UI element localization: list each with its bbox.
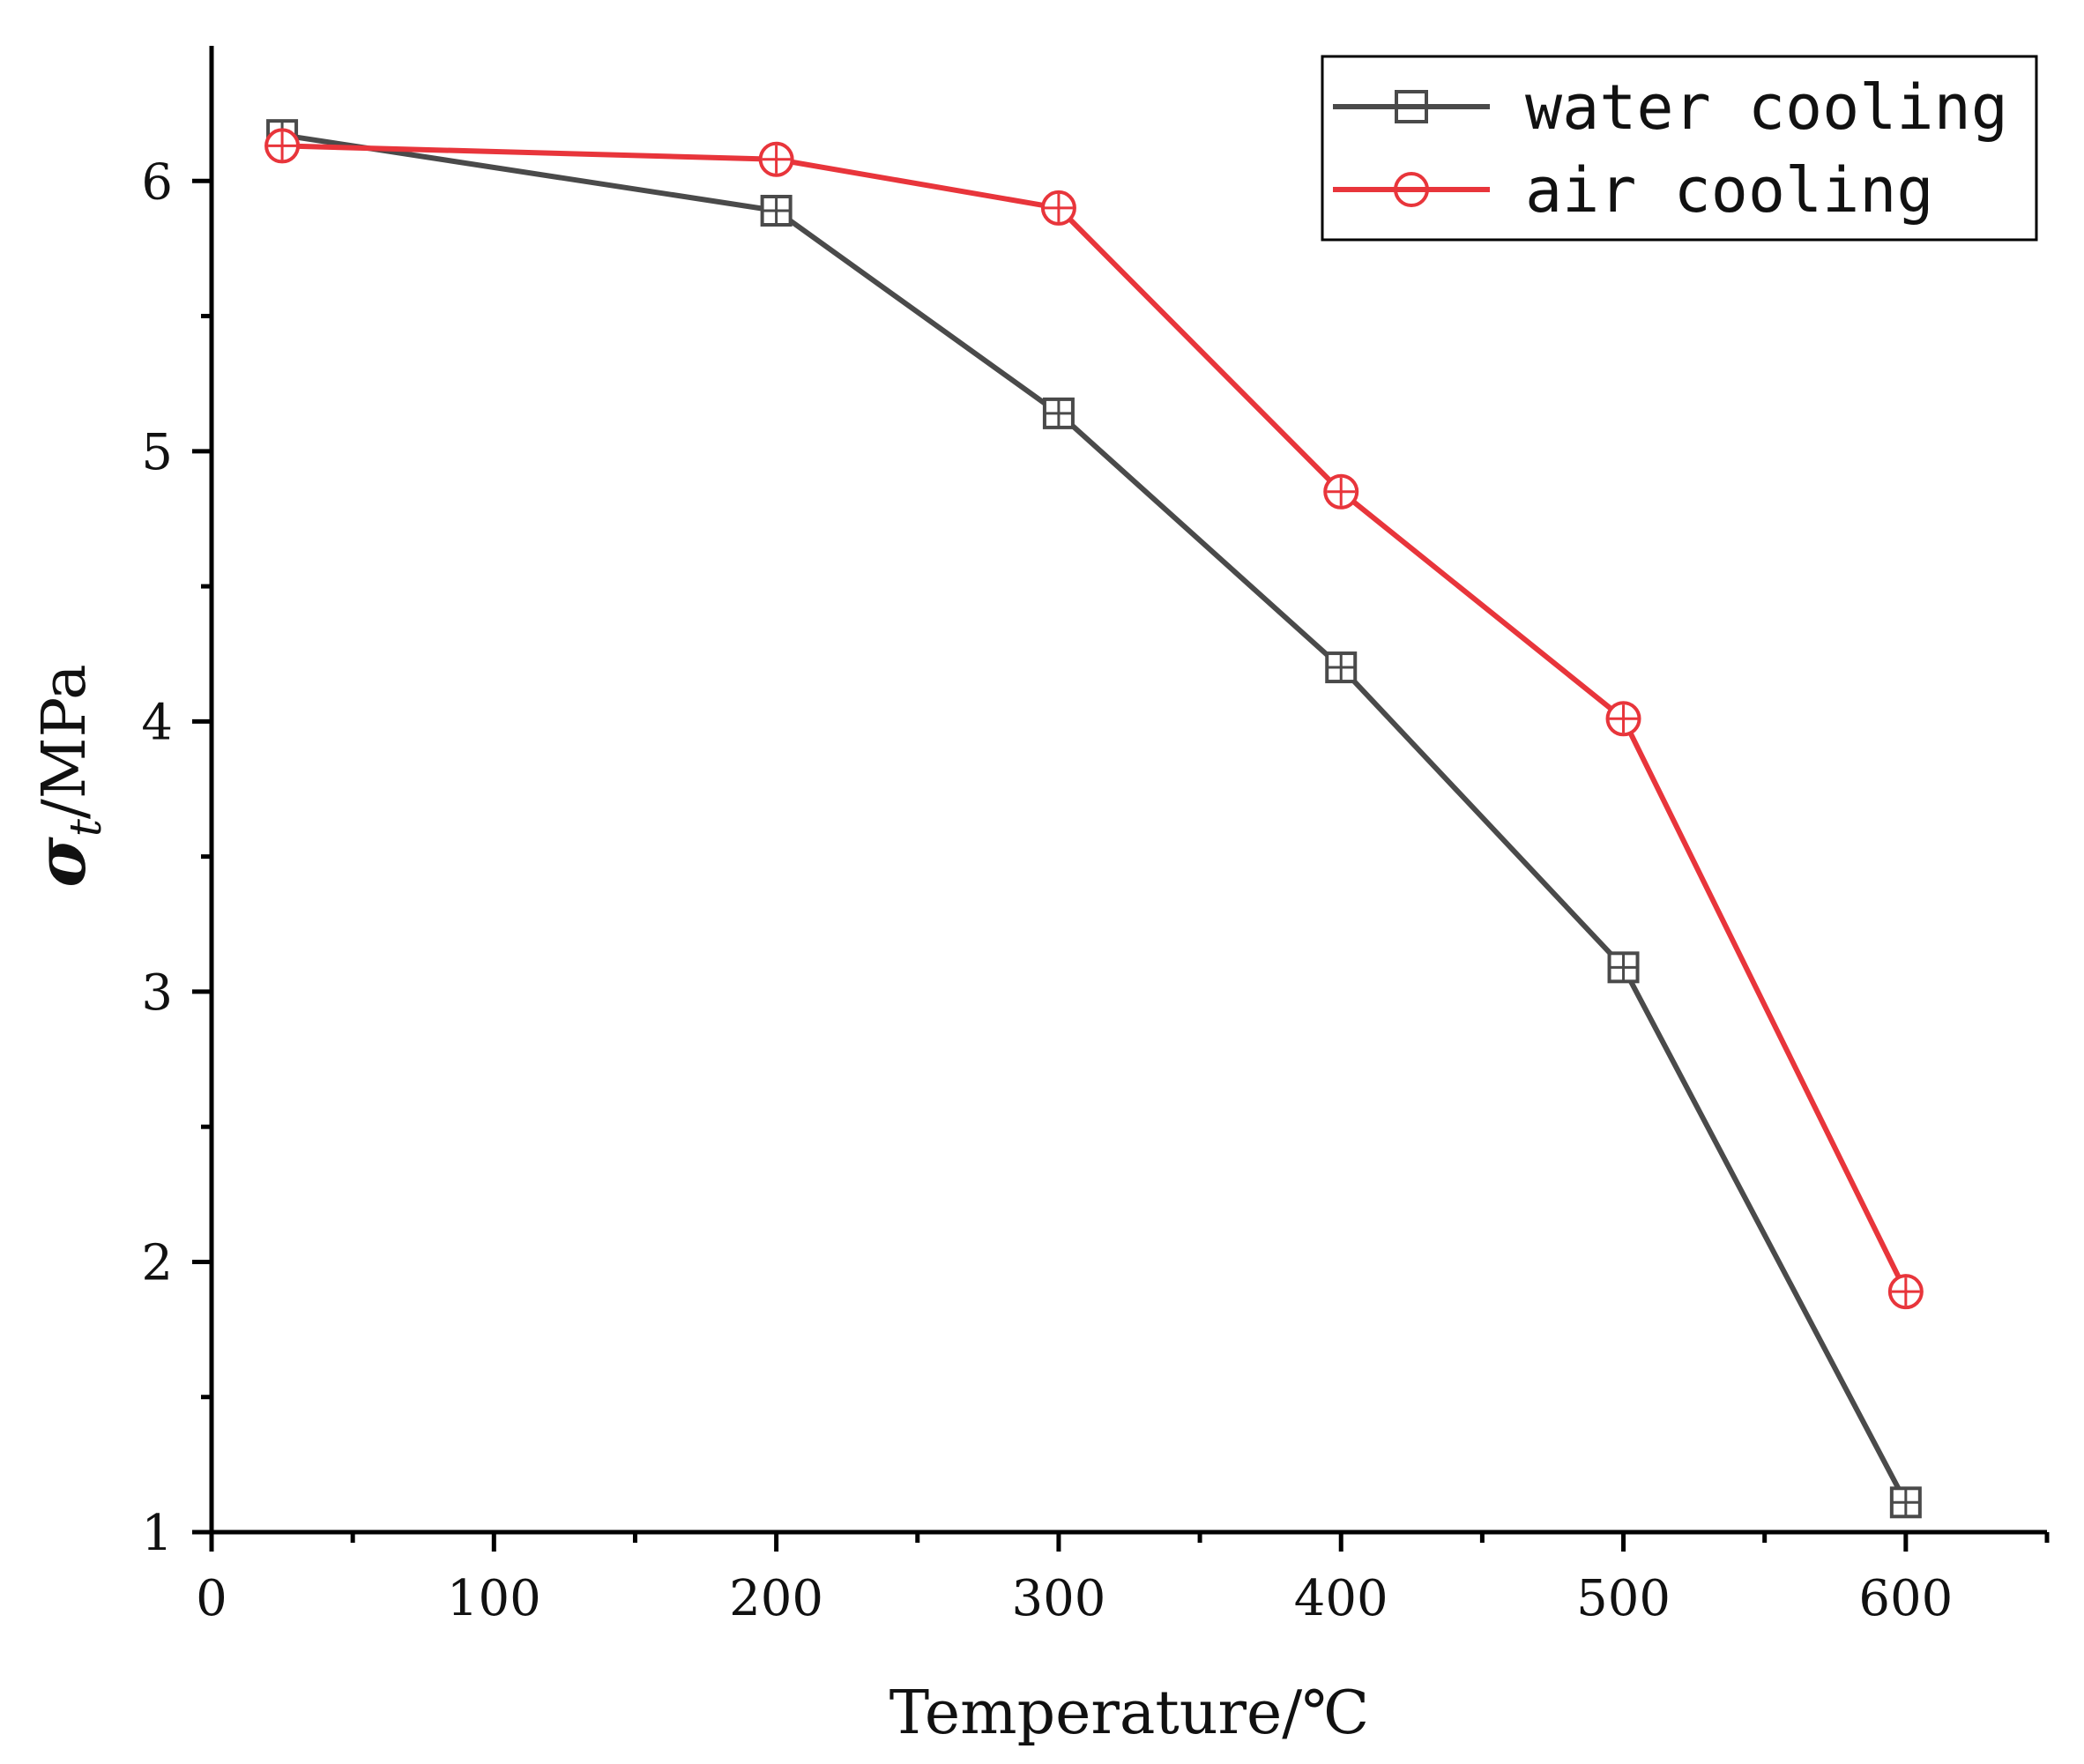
data-point-water-cooling (1607, 951, 1640, 984)
data-point-air-cooling (1887, 1274, 1924, 1310)
series-air-cooling (281, 143, 1909, 1293)
legend-marker-square-icon (1395, 90, 1428, 123)
data-point-air-cooling (1040, 190, 1076, 226)
legend-marker-circle-icon (1394, 172, 1429, 207)
series-water-cooling (281, 132, 1909, 1504)
x-axis-title: Temperature/℃ (889, 1678, 1369, 1748)
legend-label-air-cooling: air cooling (1525, 154, 1934, 227)
data-point-water-cooling (1042, 397, 1075, 429)
data-point-air-cooling (1323, 473, 1359, 510)
y-axis-symbol: σ (21, 837, 101, 888)
y-tick-label: 2 (141, 1234, 173, 1291)
legend: water cooling air cooling (1321, 55, 2038, 242)
y-axis-subscript: t (60, 818, 111, 837)
series-line-air-cooling (281, 143, 1909, 1293)
legend-label-water-cooling: water cooling (1525, 71, 2008, 144)
y-axis-title: σt/MPa (21, 664, 111, 887)
series-markers-air-cooling (264, 128, 1924, 1310)
data-point-air-cooling (758, 141, 794, 177)
x-tick-label: 400 (1294, 1570, 1388, 1627)
x-tick-label: 300 (1011, 1570, 1105, 1627)
y-tick-label: 4 (141, 694, 173, 751)
x-tick-label: 600 (1858, 1570, 1953, 1627)
data-point-air-cooling (264, 128, 301, 164)
data-point-air-cooling (1605, 701, 1641, 737)
y-tick-label: 6 (141, 153, 173, 211)
data-point-water-cooling (1889, 1486, 1922, 1519)
x-tick-label: 0 (196, 1570, 227, 1627)
x-tick-label: 200 (729, 1570, 823, 1627)
x-tick-label: 100 (447, 1570, 541, 1627)
series-line-water-cooling (281, 132, 1909, 1504)
series-layer (264, 119, 1924, 1519)
axes (209, 46, 2047, 1535)
legend-entry-air-cooling: air cooling (1333, 154, 1934, 227)
legend-box (1321, 55, 2038, 242)
svg-text:σt/MPa: σt/MPa (21, 664, 111, 887)
y-tick-label: 1 (141, 1505, 173, 1562)
ticks: 0 100 200 300 400 500 600 1 2 3 4 5 6 (141, 153, 2050, 1627)
y-axis-unit: /MPa (30, 664, 100, 819)
legend-entry-water-cooling: water cooling (1333, 71, 2008, 144)
data-point-water-cooling (1325, 651, 1358, 684)
data-point-water-cooling (760, 194, 793, 227)
x-tick-label: 500 (1576, 1570, 1671, 1627)
y-tick-label: 5 (141, 424, 173, 481)
y-tick-label: 3 (141, 964, 173, 1022)
